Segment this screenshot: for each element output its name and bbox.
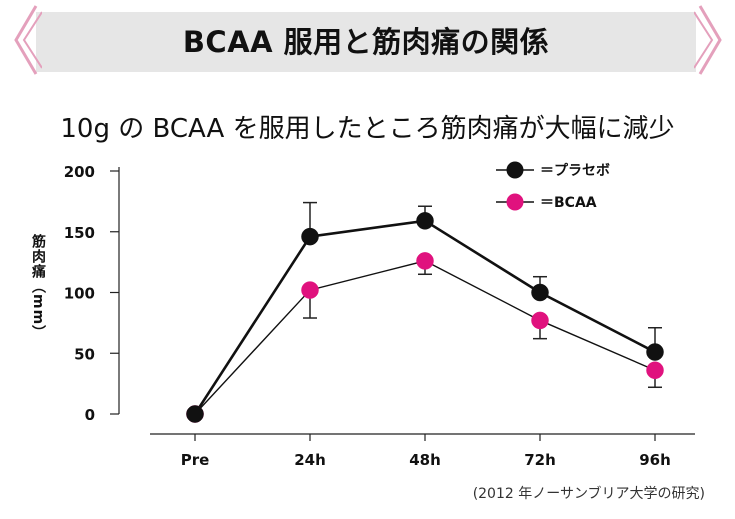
- legend-marker: [506, 193, 524, 211]
- data-point-placebo: [301, 227, 319, 246]
- y-tick-label: 150: [64, 224, 95, 242]
- data-point-bcaa: [531, 311, 549, 330]
- page-title: BCAA 服用と筋肉痛の関係: [182, 25, 550, 59]
- x-tick-label: 24h: [294, 451, 326, 469]
- data-point-placebo: [186, 405, 204, 423]
- data-point-bcaa: [301, 281, 319, 299]
- data-point-placebo: [531, 283, 549, 302]
- y-tick-label: 100: [64, 285, 95, 303]
- data-point-placebo: [646, 343, 664, 361]
- legend-marker: [506, 161, 524, 179]
- chart-title: 10g の BCAA を服用したところ筋肉痛が大幅に減少: [60, 114, 675, 144]
- data-point-placebo: [416, 212, 434, 230]
- x-tick-label: 96h: [639, 451, 671, 469]
- source-note: (2012 年ノーサンブリア大学の研究): [472, 486, 705, 502]
- data-point-bcaa: [416, 252, 434, 270]
- series-line-placebo: [193, 219, 656, 415]
- x-tick-label: Pre: [181, 451, 210, 469]
- y-tick-label: 50: [74, 345, 95, 363]
- left-bracket-decoration: [14, 5, 42, 75]
- data-point-bcaa: [646, 361, 664, 380]
- x-tick-label: 48h: [409, 451, 441, 469]
- y-tick-label: 0: [85, 406, 95, 424]
- legend-label: ＝BCAA: [540, 195, 597, 211]
- y-tick-label: 200: [64, 163, 95, 181]
- y-axis-label: 筋肉痛（mm）: [30, 234, 46, 341]
- title-banner: BCAA 服用と筋肉痛の関係: [36, 12, 696, 72]
- legend-label: ＝プラセボ: [540, 163, 610, 179]
- right-bracket-decoration: [694, 5, 722, 75]
- series-line-bcaa: [194, 260, 656, 415]
- x-tick-label: 72h: [524, 451, 556, 469]
